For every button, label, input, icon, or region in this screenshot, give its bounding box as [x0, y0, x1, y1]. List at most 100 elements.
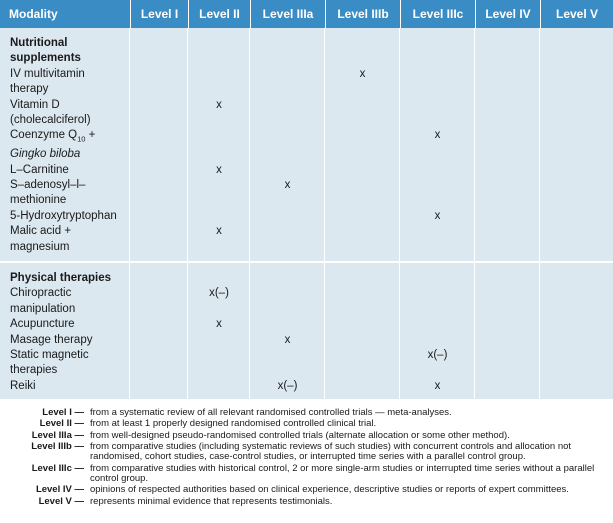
column-header: Level II — [188, 0, 250, 28]
evidence-cell — [540, 333, 613, 348]
row: IV multivitamin therapy x — [0, 67, 613, 98]
evidence-cell — [540, 286, 613, 317]
row: L–Carnitine x — [0, 163, 613, 178]
row: Static magnetic therapies x(–) — [0, 348, 613, 379]
column-line — [539, 28, 540, 400]
note-level: Level I — — [42, 407, 84, 419]
label-line: L–Carnitine — [10, 163, 69, 176]
evidence-cell: x — [284, 178, 291, 191]
evidence-cell — [540, 163, 613, 178]
evidence-cell — [400, 286, 475, 317]
evidence-cell — [540, 224, 613, 255]
evidence-cell — [475, 379, 540, 394]
evidence-cell — [540, 209, 613, 224]
evidence-cell — [540, 67, 613, 98]
evidence-cell — [475, 333, 540, 348]
note-level: Level IIIa — — [31, 429, 84, 441]
note: Level V — represents minimal evidence tha… — [0, 495, 613, 508]
row: Malic acid + magnesium x — [0, 224, 613, 255]
row: Chiropractic manipulation x(–) — [0, 286, 613, 317]
evidence-cell: x — [434, 209, 441, 222]
evidence-cell — [475, 317, 540, 332]
evidence-cell — [130, 317, 188, 332]
evidence-cell — [250, 98, 325, 129]
modality: L–Carnitine — [0, 163, 130, 178]
evidence-cell — [188, 178, 250, 209]
evidence-cell — [540, 317, 613, 332]
label-line: magnesium — [10, 240, 70, 253]
note-text: from a systematic review of all relevant… — [90, 407, 452, 419]
evidence-cell: x — [216, 318, 222, 331]
modality: 5-Hydroxytryptophan — [0, 209, 130, 224]
note: Level I — from a systematic review of all… — [0, 408, 613, 419]
note-text: represents minimal evidence that represe… — [90, 495, 333, 507]
evidence-cell — [325, 317, 400, 332]
column-header: Level IV — [475, 0, 540, 28]
modality: Vitamin D (cholecalciferol) — [0, 98, 130, 129]
evidence-cell — [400, 178, 475, 209]
note-text: opinions of respected authorities based … — [90, 484, 569, 496]
evidence-cell — [130, 379, 188, 394]
column-header: Level IIIa — [250, 0, 325, 28]
note: Level IIIb — from comparative studies (in… — [0, 440, 613, 463]
evidence-cell — [188, 333, 250, 348]
row: Vitamin D (cholecalciferol) x — [0, 98, 613, 129]
note-level: Level II — — [39, 418, 84, 430]
column-header: Level V — [540, 0, 613, 28]
label-line: methionine — [10, 194, 67, 207]
row: Acupuncture x — [0, 317, 613, 332]
label-text: Coenzyme Q — [10, 129, 78, 142]
evidence-cell — [130, 348, 188, 379]
evidence-cell — [130, 163, 188, 178]
evidence-cell — [325, 286, 400, 317]
note-text: from comparative studies (including syst… — [90, 440, 572, 463]
row: Masage therapy x — [0, 333, 613, 348]
label-line: Gingko biloba — [10, 147, 130, 162]
column-header: Level I — [130, 0, 188, 28]
modality: Coenzyme Q10 + Gingko biloba — [0, 128, 130, 162]
label-line: Physical therapies — [10, 271, 111, 284]
section: Nutritional supplements IV multivitamin the… — [0, 28, 613, 263]
label-line: supplements — [10, 52, 81, 65]
row: 5-Hydroxytryptophan x — [0, 209, 613, 224]
label-line: Masage therapy — [10, 333, 93, 346]
label-line: Coenzyme Q10 + — [10, 128, 130, 147]
label-line: (cholecalciferol) — [10, 114, 91, 127]
label-line: therapy — [10, 83, 49, 96]
evidence-cell — [325, 224, 400, 255]
evidence-cell — [475, 209, 540, 224]
column-line — [474, 28, 475, 400]
note-level: Level IIIc — — [31, 462, 84, 474]
column-line — [129, 28, 130, 400]
evidence-cell — [540, 178, 613, 209]
evidence-cell — [475, 163, 540, 178]
note-text: from well-designed pseudo-randomised con… — [90, 429, 510, 441]
note-level: Level IV — — [35, 484, 84, 496]
evidence-cell — [400, 98, 475, 129]
row: Coenzyme Q10 + Gingko biloba x — [0, 128, 613, 162]
note-text: from comparative studies with historical… — [90, 462, 595, 485]
subscript: 10 — [77, 134, 86, 144]
label-line: Nutritional — [10, 37, 68, 49]
row: Reiki x(–) x — [0, 379, 613, 394]
evidence-cell — [475, 348, 540, 379]
column-header: Level IIIc — [400, 0, 475, 28]
evidence-cell — [540, 98, 613, 129]
label-line: Malic acid + — [10, 225, 72, 238]
column-line — [187, 28, 188, 400]
evidence-cell: x — [216, 225, 222, 238]
evidence-cell — [475, 98, 540, 129]
modality: Acupuncture — [0, 317, 130, 332]
label-line: Acupuncture — [10, 318, 75, 331]
evidence-cell — [250, 67, 325, 98]
evidence-cell — [130, 286, 188, 317]
evidence-cell — [475, 224, 540, 255]
header-row: Modality Level I Level II Level IIIa Level I… — [0, 0, 613, 28]
modality: S–adenosyl–l– methionine — [0, 178, 130, 209]
evidence-cell — [325, 163, 400, 178]
evidence-cell — [325, 209, 400, 224]
evidence-cell: x — [359, 67, 366, 80]
section-title: Nutritional supplements — [0, 36, 130, 67]
evidence-cell — [540, 348, 613, 379]
section: Physical therapies Chiropractic manipulati… — [0, 263, 613, 399]
